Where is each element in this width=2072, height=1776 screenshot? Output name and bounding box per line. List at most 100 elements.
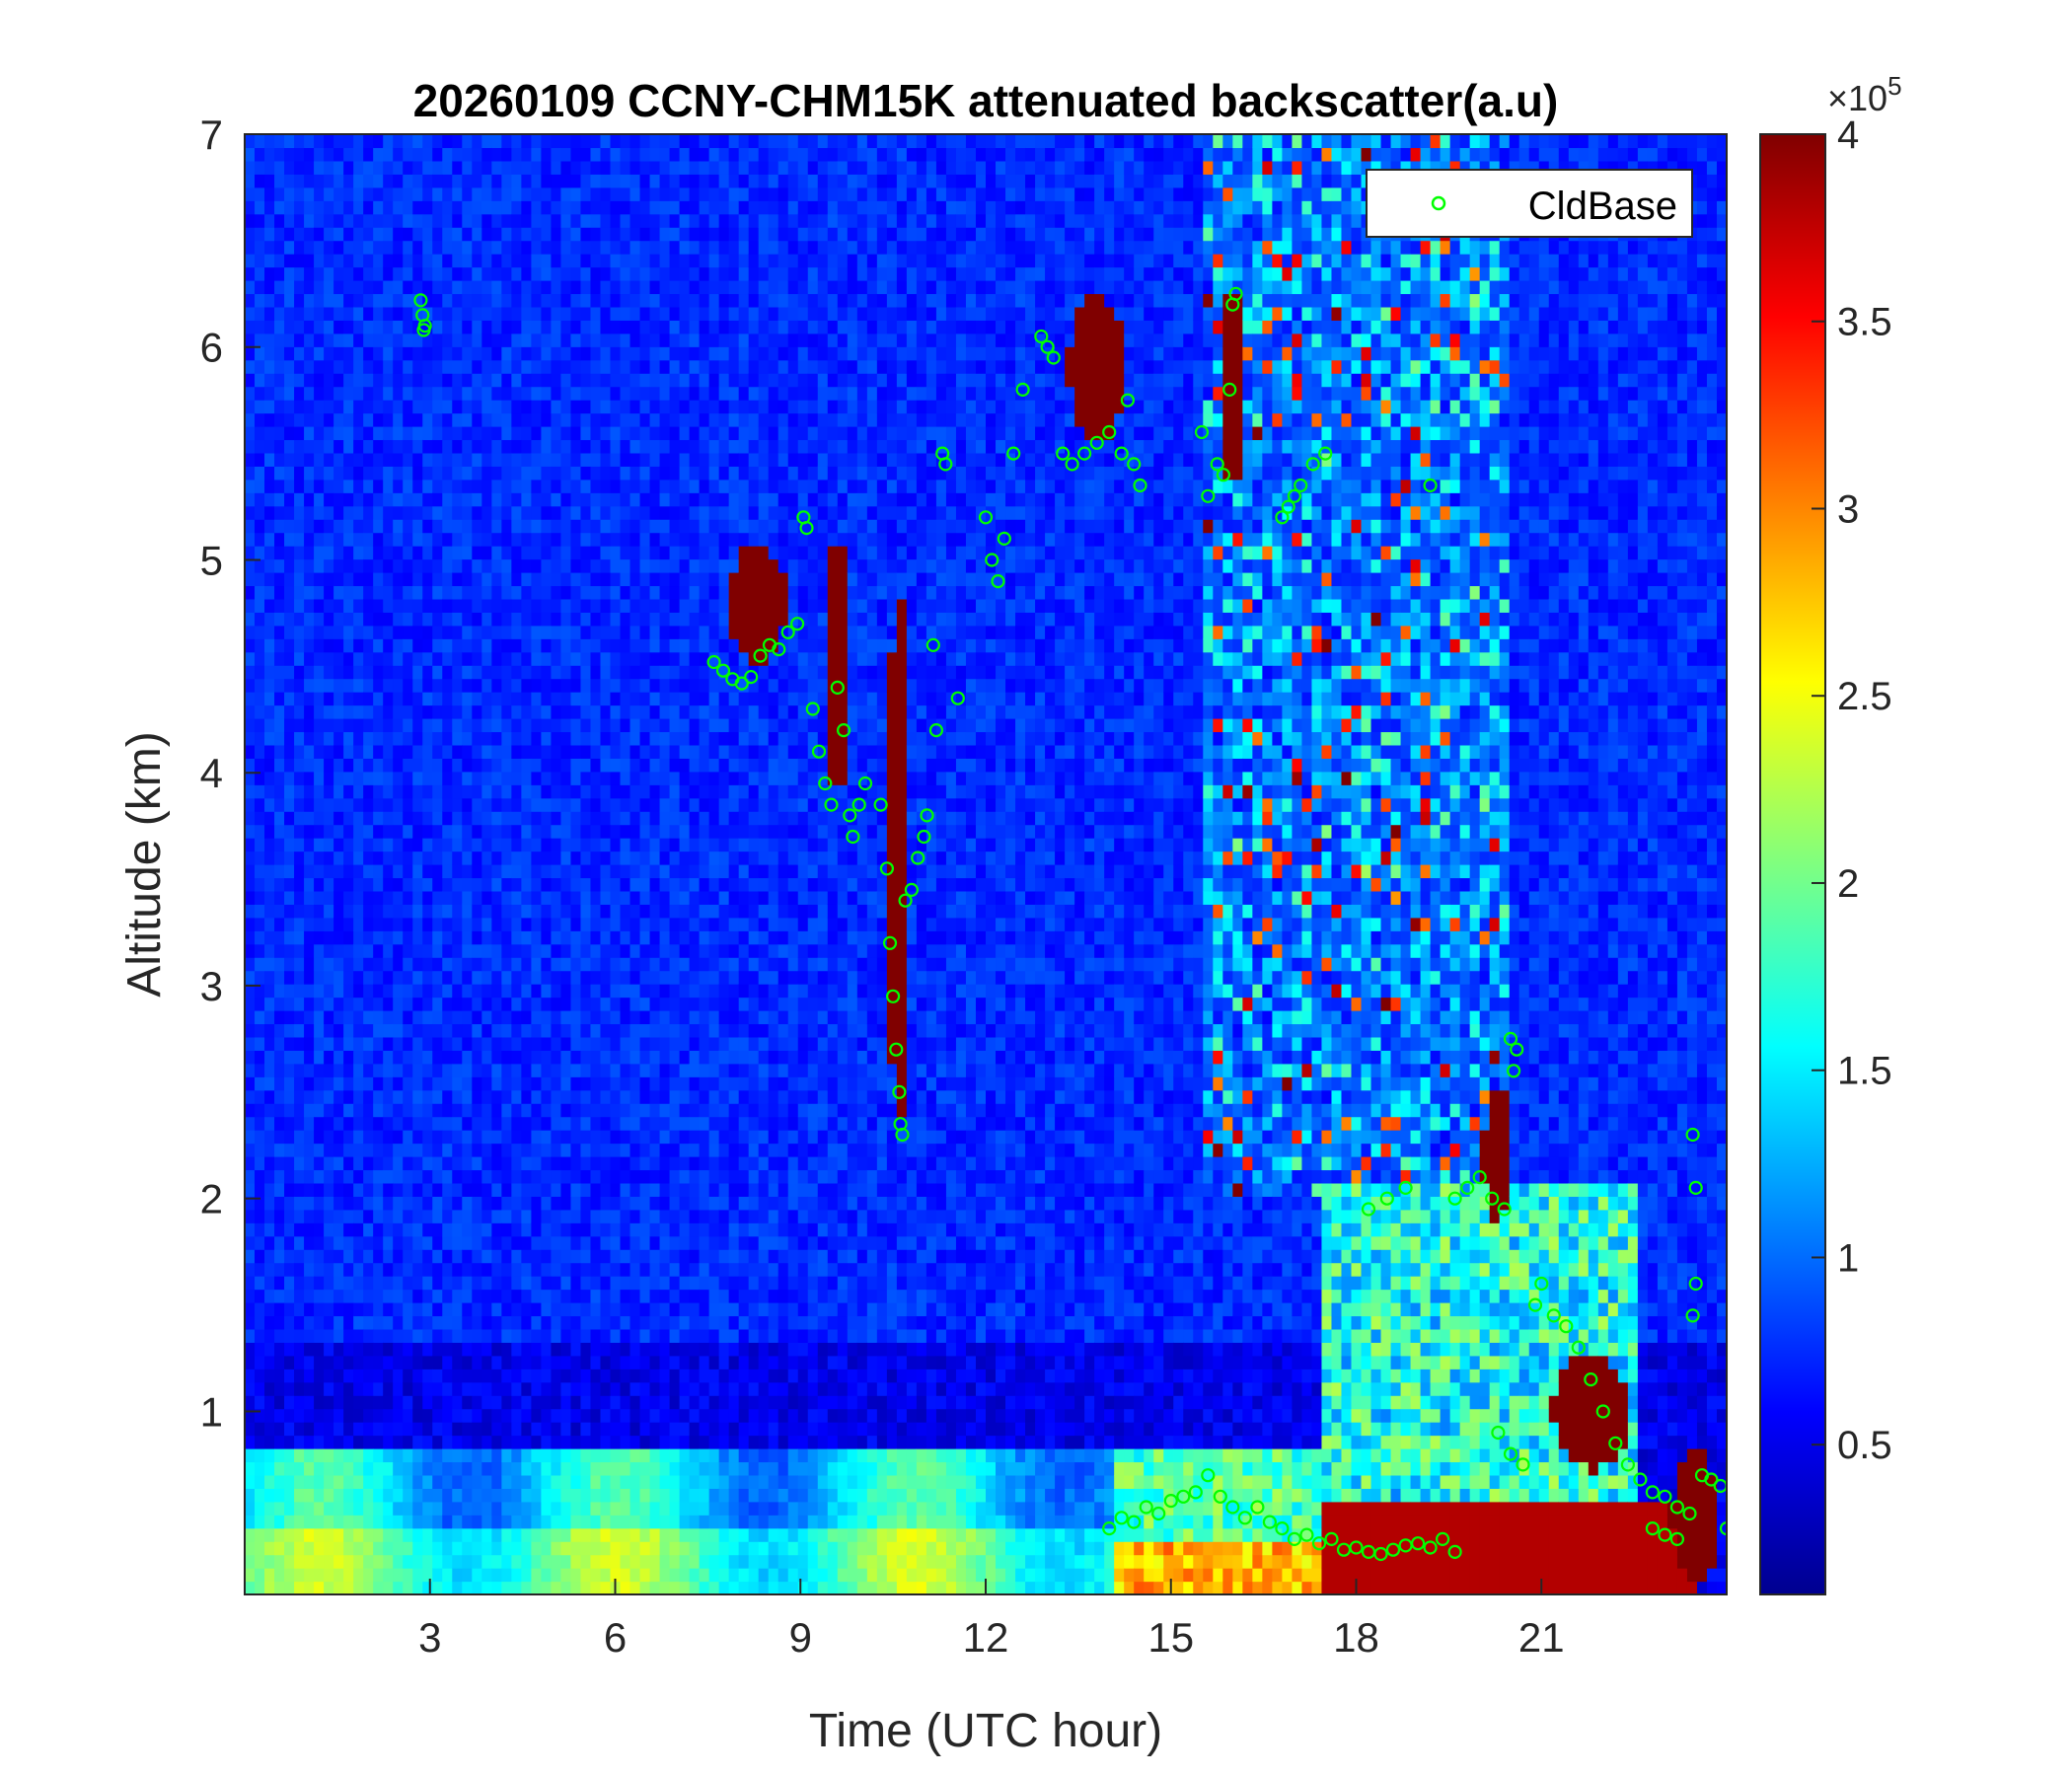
heatmap-cell [314,1023,325,1038]
heatmap-cell [521,160,532,175]
heatmap-cell [422,1581,433,1594]
heatmap-cell [383,1448,394,1463]
heatmap-cell [255,1448,265,1463]
heatmap-cell [541,174,553,188]
heatmap-cell [541,1541,553,1556]
heatmap-cell [639,1289,651,1303]
heatmap-cell [294,718,305,733]
heatmap-cell [551,890,562,905]
heatmap-cell [481,572,492,587]
heatmap-cell [580,532,592,547]
heatmap-cell [679,1235,691,1250]
heatmap-cell [679,452,691,467]
heatmap-cell [462,1209,473,1223]
heatmap-cell [245,1369,256,1383]
heatmap-cell [541,678,553,693]
heatmap-cell [383,306,394,321]
heatmap-cell [551,1488,562,1503]
heatmap-cell [521,134,532,149]
heatmap-cell [590,784,602,799]
heatmap-cell [245,758,256,773]
heatmap-cell [383,426,394,441]
heatmap-cell [541,1249,553,1264]
heatmap-cell [284,240,295,255]
heatmap-cell [472,1395,482,1410]
heatmap-cell [649,1435,661,1449]
heatmap-cell [343,1063,354,1077]
heatmap-cell [373,1076,384,1091]
heatmap-cell [373,373,384,388]
heatmap-cell [432,957,443,972]
heatmap-cell [551,532,562,547]
heatmap-cell [551,373,562,388]
heatmap-cell [580,877,592,892]
heatmap-cell [531,797,542,812]
heatmap-cell [333,811,344,826]
heatmap-cell [560,678,572,693]
heatmap-cell [324,1235,334,1250]
heatmap-cell [452,984,463,999]
heatmap-cell [333,930,344,945]
heatmap-cell [521,612,532,627]
heatmap-cell [472,957,482,972]
heatmap-cell [570,426,582,441]
heatmap-cell [649,877,661,892]
heatmap-cell [363,505,374,520]
heatmap-cell [333,320,344,334]
heatmap-cell [373,227,384,242]
heatmap-cell [491,200,502,215]
heatmap-cell [491,1435,502,1449]
heatmap-cell [274,1515,285,1529]
heatmap-cell [629,466,641,481]
heatmap-cell [314,890,325,905]
heatmap-cell [481,1515,492,1529]
heatmap-cell [600,280,612,295]
heatmap-cell [639,1143,651,1157]
heatmap-cell [659,904,671,919]
heatmap-cell [649,1554,661,1569]
heatmap-cell [264,1554,275,1569]
heatmap-cell [639,1408,651,1423]
heatmap-cell [333,333,344,347]
heatmap-cell [343,1515,354,1529]
heatmap-cell [314,254,325,268]
heatmap-cell [610,704,622,719]
heatmap-cell [511,704,522,719]
heatmap-cell [343,1474,354,1489]
heatmap-cell [491,1222,502,1237]
heatmap-cell [501,160,512,175]
heatmap-cell [570,386,582,401]
heatmap-cell [422,612,433,627]
heatmap-cell [333,426,344,441]
heatmap-cell [403,744,413,759]
heatmap-cell [304,1568,315,1583]
heatmap-cell [462,1315,473,1330]
heatmap-cell [610,466,622,481]
heatmap-cell [373,213,384,228]
heatmap-cell [343,771,354,785]
heatmap-cell [452,625,463,639]
heatmap-cell [669,280,681,295]
heatmap-cell [373,439,384,454]
heatmap-cell [551,519,562,534]
heatmap-cell [432,1182,443,1197]
heatmap-cell [481,1435,492,1449]
heatmap-cell [481,758,492,773]
heatmap-cell [393,1501,404,1516]
heatmap-cell [412,373,423,388]
heatmap-cell [629,1355,641,1369]
heatmap-cell [649,1209,661,1223]
heatmap-cell [481,718,492,733]
heatmap-cell [363,930,374,945]
heatmap-cell [481,824,492,839]
heatmap-cell [472,890,482,905]
heatmap-cell [274,492,285,507]
heatmap-cell [432,200,443,215]
heatmap-cell [314,943,325,958]
heatmap-cell [412,917,423,931]
heatmap-cell [511,612,522,627]
heatmap-cell [353,546,364,560]
heatmap-cell [284,1515,295,1529]
heatmap-cell [442,598,453,613]
heatmap-cell [412,943,423,958]
